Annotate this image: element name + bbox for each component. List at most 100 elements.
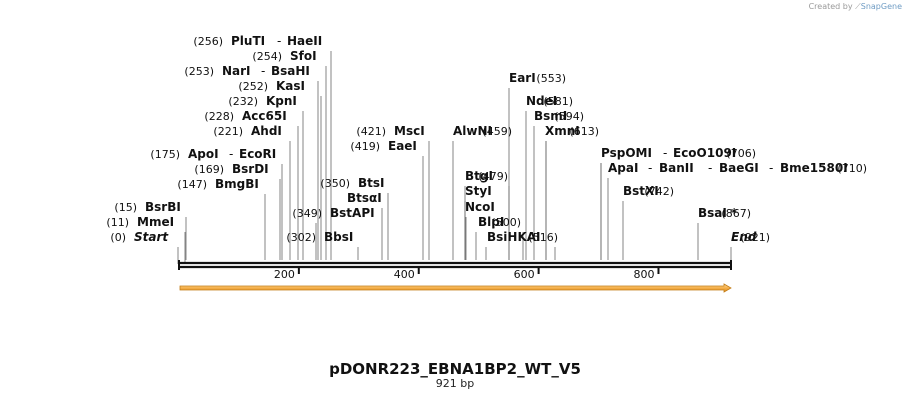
enzyme-name: End xyxy=(731,230,757,244)
enzyme-name: AhdI xyxy=(251,124,282,138)
site-position: (11) xyxy=(106,216,129,229)
site-position: (921) xyxy=(740,231,770,244)
enzyme-name: PluTI xyxy=(231,34,265,48)
site-position: (419) xyxy=(350,140,380,153)
site-position: (459) xyxy=(482,125,512,138)
enzyme-name: KpnI xyxy=(266,94,297,108)
site-position: (594) xyxy=(554,110,584,123)
site-position: (350) xyxy=(320,177,350,190)
enzyme-name: SfoI xyxy=(290,49,317,63)
axis-tick-label: 400 xyxy=(394,268,415,281)
site-annotation: (742)BstXI xyxy=(623,184,674,198)
site-annotation: (710)ApaI - BanII - BaeGI - Bme1580I xyxy=(608,161,867,175)
site-position: (500) xyxy=(491,216,521,229)
enzyme-name: BsaHI xyxy=(271,64,310,78)
site-annotation: (221) AhdI xyxy=(213,124,281,138)
credit-brand: SnapGene xyxy=(860,2,902,11)
site-annotation: BsiHKAI xyxy=(487,230,541,244)
site-position: (253) xyxy=(184,65,214,78)
enzyme-separator: - xyxy=(769,161,773,175)
site-annotation: (500) xyxy=(491,216,521,229)
site-annotation: BtgI xyxy=(465,169,493,183)
site-annotation: (232) KpnI xyxy=(228,94,297,108)
enzyme-name: EaeI xyxy=(388,139,417,153)
site-position: (232) xyxy=(228,95,258,108)
site-position: (553) xyxy=(536,72,566,85)
site-annotation: StyI xyxy=(465,184,492,198)
site-annotation: (553)EarI xyxy=(509,71,566,85)
enzyme-name: BstAPI xyxy=(330,206,375,220)
enzyme-name: Start xyxy=(134,230,169,244)
site-annotation: PspOMI - EcoO109I xyxy=(601,146,736,160)
site-position: (147) xyxy=(177,178,207,191)
site-annotation: (421) MscI xyxy=(356,124,424,138)
site-annotation: (169) BsrDI xyxy=(194,162,268,176)
enzyme-name: BanII xyxy=(659,161,694,175)
site-annotation: (706) xyxy=(726,147,756,160)
site-position: (479) xyxy=(478,170,508,183)
site-annotation: AlwNI xyxy=(453,124,492,138)
site-annotation: (350) BtsI xyxy=(320,176,384,190)
enzyme-name: BaeGI xyxy=(719,161,759,175)
enzyme-name: BbsI xyxy=(324,230,353,244)
enzyme-name: Acc65I xyxy=(242,109,287,123)
enzyme-name: MscI xyxy=(394,124,425,138)
site-annotation: (228) Acc65I xyxy=(204,109,286,123)
site-position: (581) xyxy=(543,95,573,108)
site-position: (302) xyxy=(286,231,316,244)
enzyme-name: AlwNI xyxy=(453,124,492,138)
enzyme-name: MmeI xyxy=(137,215,174,229)
enzyme-name: Bme1580I xyxy=(780,161,848,175)
site-annotation: (252) KasI xyxy=(238,79,305,93)
enzyme-name: NdeI xyxy=(526,94,557,108)
dna-backbone xyxy=(178,260,732,270)
site-position: (221) xyxy=(213,125,243,138)
site-labels: (0) Start (11) MmeI(15) BsrBI (147) BmgBI(169)… xyxy=(106,34,867,244)
enzyme-name: BsmI xyxy=(534,109,567,123)
enzyme-name: PspOMI xyxy=(601,146,652,160)
snapgene-credit: Created by ⟋SnapGene xyxy=(809,2,902,12)
site-position: (228) xyxy=(204,110,234,123)
enzyme-name: ApoI xyxy=(188,147,219,161)
enzyme-name: BsaI * xyxy=(698,206,738,220)
site-position: (0) xyxy=(110,231,126,244)
site-position: (254) xyxy=(252,50,282,63)
site-annotation: (254) SfoI xyxy=(252,49,316,63)
site-position: (706) xyxy=(726,147,756,160)
site-annotation: (253) NarI - BsaHI xyxy=(184,64,310,78)
credit-prefix: Created by xyxy=(808,2,853,11)
enzyme-name: BlpI xyxy=(478,215,504,229)
enzyme-name: HaeII xyxy=(287,34,322,48)
site-annotation: NcoI xyxy=(465,200,495,214)
site-annotation: (516) xyxy=(528,231,558,244)
axis-tick-label: 800 xyxy=(633,268,654,281)
enzyme-name: StyI xyxy=(465,184,492,198)
site-position: (256) xyxy=(193,35,223,48)
feature-arrow-orf xyxy=(179,283,732,293)
site-annotation: (581)NdeI xyxy=(526,94,573,108)
enzyme-name: EarI xyxy=(509,71,536,85)
feature-layer xyxy=(179,283,732,293)
enzyme-name: BsrBI xyxy=(145,200,181,214)
site-annotation: (613) xyxy=(569,125,599,138)
site-annotation: (0) Start xyxy=(110,230,169,244)
site-annotation: (419) EaeI xyxy=(350,139,417,153)
site-position: (421) xyxy=(356,125,386,138)
enzyme-name: EcoO109I xyxy=(673,146,736,160)
enzyme-separator: - xyxy=(229,147,233,161)
enzyme-separator: - xyxy=(277,34,281,48)
site-position: (15) xyxy=(114,201,137,214)
enzyme-name: ApaI xyxy=(608,161,638,175)
enzyme-name: BtsI xyxy=(358,176,385,190)
enzyme-name: NcoI xyxy=(465,200,495,214)
site-position: (867) xyxy=(721,207,751,220)
snapgene-logo-icon: ⟋ xyxy=(855,2,861,11)
axis-tick-label: 600 xyxy=(514,268,535,281)
site-annotation: (15) BsrBI xyxy=(114,200,180,214)
enzyme-separator: - xyxy=(663,146,667,160)
site-annotation: (921)End xyxy=(731,230,770,244)
enzyme-name: NarI xyxy=(222,64,251,78)
enzyme-name: BtsαI xyxy=(347,191,382,205)
site-annotation: (459) XmnI xyxy=(482,124,579,138)
